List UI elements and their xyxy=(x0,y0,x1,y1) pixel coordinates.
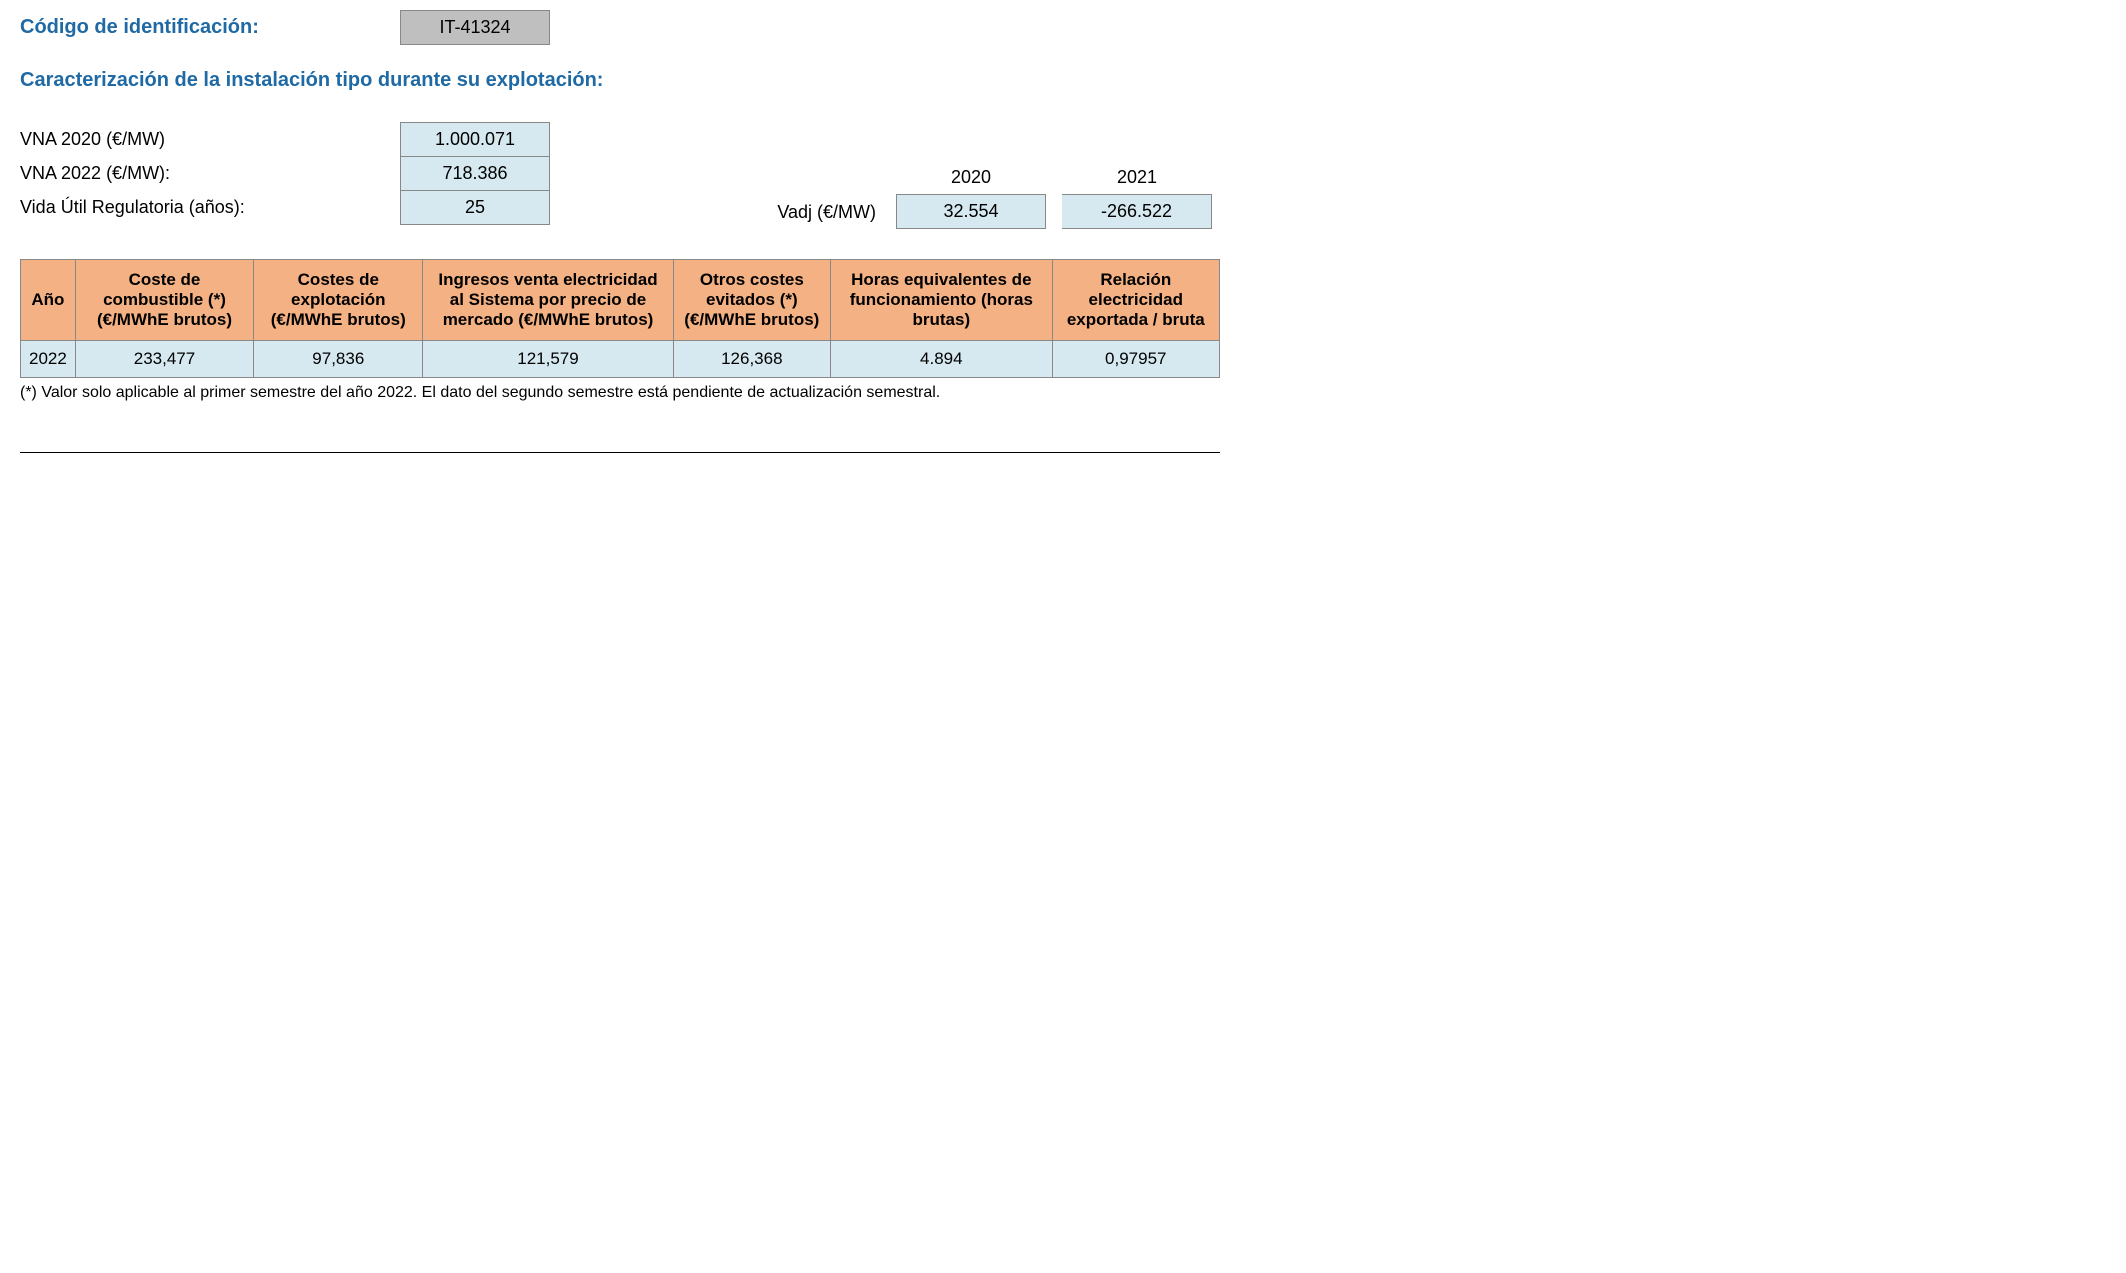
vadj-block: Vadj (€/MW) 2020 32.554 2021 -266.522 xyxy=(765,122,1220,229)
vna2022-row: VNA 2022 (€/MW): 718.386 xyxy=(20,156,550,191)
cell-explotacion: 97,836 xyxy=(254,341,423,378)
table-header-row: Año Coste de combustible (*) (€/MWhE bru… xyxy=(21,260,1220,341)
cell-horas: 4.894 xyxy=(831,341,1052,378)
vida-label: Vida Útil Regulatoria (años): xyxy=(20,197,400,218)
col-otros: Otros costes evitados (*) (€/MWhE brutos… xyxy=(673,260,830,341)
vadj-label: Vadj (€/MW) xyxy=(765,196,888,229)
vna2020-label: VNA 2020 (€/MW) xyxy=(20,129,400,150)
col-relacion: Relación electricidad exportada / bruta xyxy=(1052,260,1219,341)
cell-combustible: 233,477 xyxy=(75,341,253,378)
vida-row: Vida Útil Regulatoria (años): 25 xyxy=(20,190,550,225)
vadj-value-1: -266.522 xyxy=(1062,194,1212,229)
cell-otros: 126,368 xyxy=(673,341,830,378)
vida-value: 25 xyxy=(400,190,550,225)
footnote: (*) Valor solo aplicable al primer semes… xyxy=(20,384,2106,402)
id-row: Código de identificación: IT-41324 xyxy=(20,10,2106,45)
param-block: VNA 2020 (€/MW) 1.000.071 VNA 2022 (€/MW… xyxy=(20,122,550,229)
vna2022-value: 718.386 xyxy=(400,156,550,191)
id-label: Código de identificación: xyxy=(20,16,400,39)
vadj-year-1: 2021 xyxy=(1054,161,1220,194)
section-title: Caracterización de la instalación tipo d… xyxy=(20,69,2106,92)
separator xyxy=(20,452,1220,453)
col-combustible: Coste de combustible (*) (€/MWhE brutos) xyxy=(75,260,253,341)
cell-ingresos: 121,579 xyxy=(423,341,673,378)
col-horas: Horas equivalentes de funcionamiento (ho… xyxy=(831,260,1052,341)
vadj-year-0: 2020 xyxy=(888,161,1054,194)
vadj-col-1: 2021 -266.522 xyxy=(1054,161,1220,229)
data-table: Año Coste de combustible (*) (€/MWhE bru… xyxy=(20,259,1220,378)
vna2020-row: VNA 2020 (€/MW) 1.000.071 xyxy=(20,122,550,157)
vadj-col-0: 2020 32.554 xyxy=(888,161,1054,229)
col-ano: Año xyxy=(21,260,76,341)
cell-ano: 2022 xyxy=(21,341,76,378)
id-value-box: IT-41324 xyxy=(400,10,550,45)
cell-relacion: 0,97957 xyxy=(1052,341,1219,378)
vadj-value-0: 32.554 xyxy=(896,194,1046,229)
vna2022-label: VNA 2022 (€/MW): xyxy=(20,163,400,184)
vna2020-value: 1.000.071 xyxy=(400,122,550,157)
col-ingresos: Ingresos venta electricidad al Sistema p… xyxy=(423,260,673,341)
col-explotacion: Costes de explotación (€/MWhE brutos) xyxy=(254,260,423,341)
table-row: 2022 233,477 97,836 121,579 126,368 4.89… xyxy=(21,341,1220,378)
